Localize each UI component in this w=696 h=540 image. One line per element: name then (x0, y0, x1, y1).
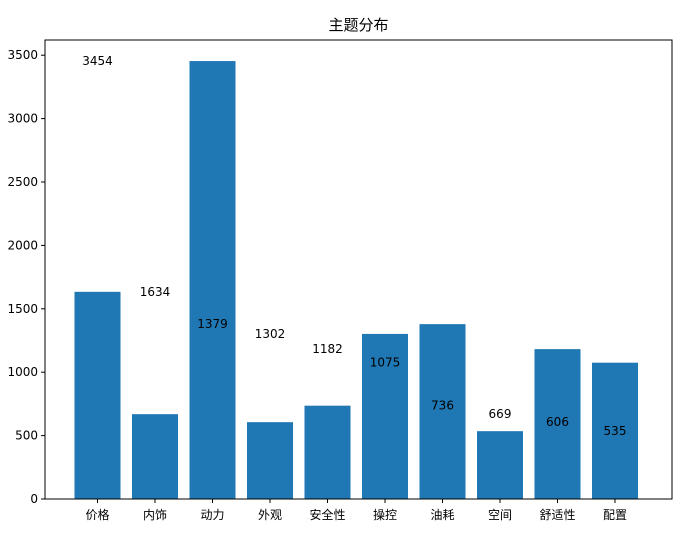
data-label: 3454 (82, 54, 113, 68)
x-tick-label: 内饰 (143, 508, 167, 522)
chart-title: 主题分布 (328, 16, 388, 34)
x-axis: 价格 内饰 动力 外观 安全性 操控 油耗 空间 舒适性 配置 (85, 499, 627, 522)
x-tick-label: 动力 (200, 508, 224, 522)
x-tick-label: 舒适性 (539, 508, 575, 522)
data-labels-group: 3454 1634 1379 1302 1182 1075 736 669 606 535 (82, 54, 626, 438)
y-tick-label: 1000 (7, 365, 38, 379)
data-label: 1182 (312, 342, 343, 356)
y-tick-label: 3500 (7, 48, 38, 62)
bar-舒适性 (534, 349, 581, 499)
data-label: 606 (546, 415, 569, 429)
bar-内饰 (132, 414, 178, 499)
bar-安全性 (304, 405, 351, 499)
data-label: 669 (489, 407, 512, 421)
data-label: 1634 (140, 285, 171, 299)
bar-价格 (74, 291, 121, 499)
bars-group (74, 61, 638, 499)
x-tick-label: 外观 (258, 508, 282, 522)
y-tick-label: 1500 (7, 302, 38, 316)
x-tick-label: 油耗 (430, 508, 454, 522)
x-tick-label: 价格 (85, 507, 109, 522)
x-tick-label: 安全性 (309, 507, 345, 522)
y-tick-label: 0 (30, 492, 38, 506)
bar-配置 (592, 362, 638, 499)
bar-外观 (247, 422, 293, 499)
data-label: 1075 (370, 356, 401, 370)
x-tick-label: 操控 (373, 507, 397, 522)
bar-操控 (362, 333, 408, 499)
y-axis: 0 500 1000 1500 2000 2500 3000 3500 (7, 48, 45, 506)
y-tick-label: 3000 (7, 112, 38, 126)
data-label: 535 (604, 424, 627, 438)
bar-动力 (189, 61, 236, 499)
data-label: 736 (431, 399, 454, 413)
y-tick-label: 500 (15, 429, 38, 443)
x-tick-label: 配置 (603, 508, 627, 522)
plot-frame (44, 39, 673, 500)
y-tick-label: 2000 (7, 238, 38, 252)
x-tick-label: 空间 (488, 508, 512, 522)
bar-油耗 (419, 324, 466, 499)
y-tick-label: 2500 (7, 175, 38, 189)
bar-空间 (477, 431, 523, 499)
data-label: 1302 (255, 327, 286, 341)
data-label: 1379 (197, 317, 228, 331)
